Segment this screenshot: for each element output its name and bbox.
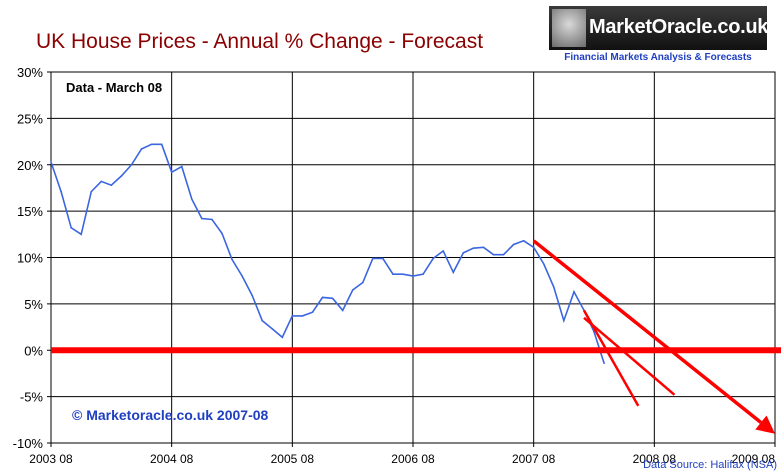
data-point [170, 171, 173, 173]
forecast-arrowhead [755, 415, 775, 434]
data-point [291, 315, 294, 317]
y-tick-label: -10% [13, 436, 44, 451]
data-point [482, 246, 485, 249]
logo-name: MarketOracle.co.uk [589, 16, 769, 38]
y-tick-label: -5% [20, 390, 44, 405]
data-point [522, 240, 525, 242]
data-point [70, 227, 72, 229]
data-point [271, 328, 274, 330]
data-point [150, 143, 153, 146]
data-point [231, 258, 233, 261]
data-point [372, 257, 374, 260]
data-point [331, 297, 334, 300]
x-tick-label: 2006 08 [391, 452, 435, 466]
data-point [603, 362, 605, 365]
data-point [90, 190, 93, 193]
data-point [442, 250, 444, 252]
x-tick-label: 2005 08 [271, 452, 315, 466]
data-point [221, 232, 223, 235]
data-point [392, 273, 394, 275]
data-point [422, 273, 424, 275]
copyright-annotation: © Marketoracle.co.uk 2007-08 [72, 407, 269, 423]
data-point [532, 246, 535, 249]
data-point [593, 330, 595, 333]
x-tick-label: 2009 08 [732, 452, 776, 466]
data-point [281, 336, 284, 339]
data-point [432, 257, 434, 260]
data-point [301, 315, 304, 317]
logo-tagline: Financial Markets Analysis & Forecasts [564, 52, 752, 63]
x-tick-label: 2003 08 [29, 452, 73, 466]
y-tick-label: 20% [17, 158, 43, 173]
data-point [80, 233, 82, 236]
x-tick-label: 2004 08 [150, 452, 194, 466]
data-point [130, 163, 133, 166]
x-tick-label: 2008 08 [633, 452, 677, 466]
data-point [201, 217, 203, 220]
data-point [261, 319, 263, 322]
y-tick-label: 30% [17, 65, 43, 80]
data-point [251, 294, 253, 297]
data-point [492, 253, 495, 256]
data-point [110, 184, 113, 186]
data-point [60, 190, 62, 193]
logo-banner: MarketOracle.co.uk [549, 6, 769, 50]
data-point [100, 180, 103, 183]
data-point [241, 275, 243, 277]
data-point [412, 275, 414, 277]
data-point [402, 273, 404, 275]
data-point [553, 286, 555, 288]
data-point [120, 175, 123, 177]
chart-title: UK House Prices - Annual % Change - Fore… [36, 30, 484, 53]
series-line [50, 143, 605, 364]
data-point [160, 143, 163, 146]
forecast-arrow-line [532, 239, 763, 424]
data-point [512, 243, 515, 246]
y-tick-label: 10% [17, 251, 43, 266]
marketoracle-logo[interactable]: MarketOracle.co.uk Financial Markets Ana… [549, 6, 769, 64]
data-point [472, 247, 475, 250]
data-label-annotation: Data - March 08 [66, 80, 162, 95]
data-point [181, 165, 183, 168]
data-point [191, 198, 193, 200]
statue-icon [552, 9, 586, 47]
y-tick-label: 0% [24, 343, 43, 358]
data-point [543, 263, 545, 265]
data-point [140, 148, 143, 150]
data-point [211, 218, 213, 221]
data-point [362, 281, 364, 284]
data-point [382, 257, 384, 260]
y-tick-label: 25% [17, 111, 43, 126]
data-point [311, 311, 314, 314]
x-tick-label: 2007 08 [512, 452, 556, 466]
data-point [573, 291, 575, 293]
data-point [452, 271, 455, 274]
data-point [502, 253, 505, 256]
y-tick-label: 5% [24, 297, 43, 312]
data-point [341, 309, 344, 312]
data-point [351, 289, 354, 291]
data-point [563, 319, 565, 322]
data-point [462, 252, 465, 254]
forecast-line [583, 316, 676, 396]
y-tick-label: 15% [17, 204, 43, 219]
data-point [50, 161, 52, 163]
data-source-note: Data Source: Halifax (NSA) [643, 459, 777, 471]
data-point [321, 296, 324, 299]
